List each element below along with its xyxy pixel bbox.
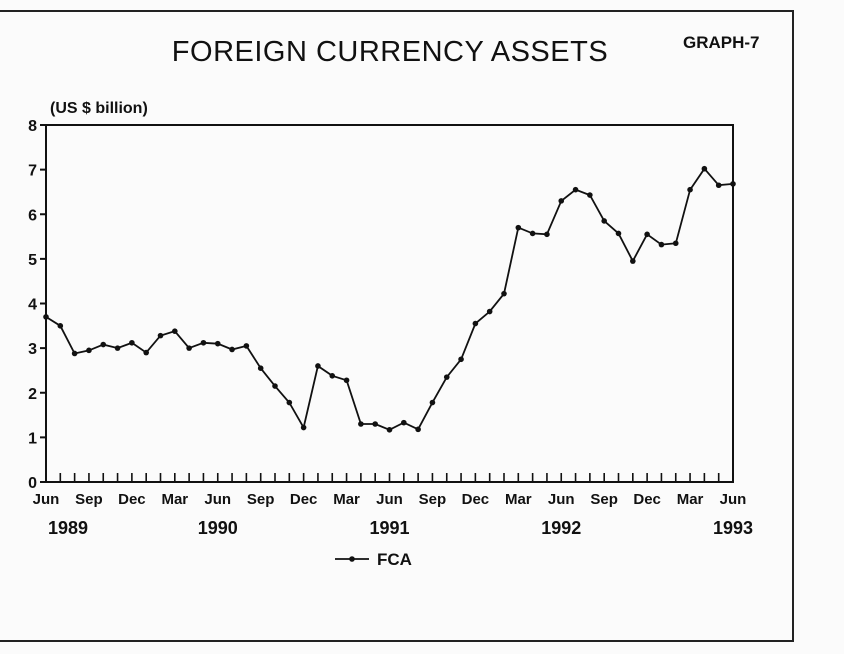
figure-frame [0,10,794,642]
data-point [358,421,364,427]
data-point [329,372,336,379]
data-point [129,339,135,346]
year-label: 1993 [713,518,753,538]
year-label: 1989 [48,518,88,538]
chart-title: FOREIGN CURRENCY ASSETS [171,36,609,68]
data-point [71,350,78,357]
data-point [415,426,421,433]
data-point [157,332,164,339]
data-point [315,363,321,369]
graph-number-label: GRAPH-7 [683,33,760,52]
data-point [615,230,622,237]
data-point [343,377,350,384]
data-point [644,231,650,238]
data-point [443,374,450,380]
data-point [57,323,64,329]
data-point [386,426,393,433]
y-tick-label: 3 [28,341,37,358]
data-point [200,339,207,346]
y-tick-label: 6 [28,207,37,224]
y-tick-label: 7 [28,163,37,180]
data-point [100,341,107,348]
x-tick-label: Sep [590,491,618,508]
data-point [672,240,679,247]
x-tick-label: Jun [33,491,60,508]
data-point [257,365,264,372]
data-point [658,241,665,248]
y-tick-label: 2 [28,386,37,403]
x-tick-label: Dec [462,491,490,508]
y-tick-label: 8 [28,118,37,135]
x-tick-label: Mar [333,491,360,508]
legend-marker [349,556,355,562]
data-point [587,192,593,198]
data-point [429,399,436,406]
data-point [300,424,307,431]
series-line-fca [45,167,734,431]
y-tick-label: 5 [28,252,37,269]
data-point [272,383,278,389]
data-point [214,340,221,347]
data-point [114,345,121,351]
x-tick-label: Jun [548,491,575,508]
x-tick-label: Mar [161,491,188,508]
year-label: 1991 [369,518,409,538]
x-tick-label: Sep [419,491,447,508]
data-point [86,347,92,354]
data-point [186,345,192,351]
y-tick-label: 1 [28,430,37,447]
data-point [701,165,708,172]
data-point [572,186,579,193]
data-point [601,218,607,224]
data-point [715,182,722,189]
data-point [458,356,464,363]
data-point [43,314,49,320]
year-label: 1992 [541,518,581,538]
data-point [243,343,250,349]
year-label: 1990 [198,518,238,538]
x-tick-label: Sep [75,491,103,508]
data-point [472,320,479,327]
data-point [229,346,235,353]
x-tick-label: Dec [290,491,318,508]
y-tick-label: 4 [28,297,37,314]
data-point [730,181,736,187]
x-tick-label: Dec [118,491,146,508]
y-tick-label: 0 [28,475,37,492]
x-tick-label: Dec [633,491,661,508]
data-point [372,421,378,427]
data-point [544,231,550,238]
data-point [401,419,407,426]
data-point [687,186,693,193]
data-point [501,290,507,297]
x-tick-label: Mar [505,491,532,508]
x-tick-label: Jun [720,491,747,508]
x-tick-label: Jun [204,491,231,508]
data-point [486,308,493,315]
x-tick-label: Sep [247,491,275,508]
y-axis-unit-label: (US $ billion) [50,100,148,117]
data-point [558,198,565,204]
x-tick-label: Jun [376,491,403,508]
x-tick-label: Mar [677,491,704,508]
data-point [286,399,293,406]
data-point [515,224,522,231]
data-point [630,258,636,264]
data-point [529,230,536,237]
data-point [172,328,178,334]
data-point [143,349,149,356]
legend-label-fca: FCA [377,550,412,569]
